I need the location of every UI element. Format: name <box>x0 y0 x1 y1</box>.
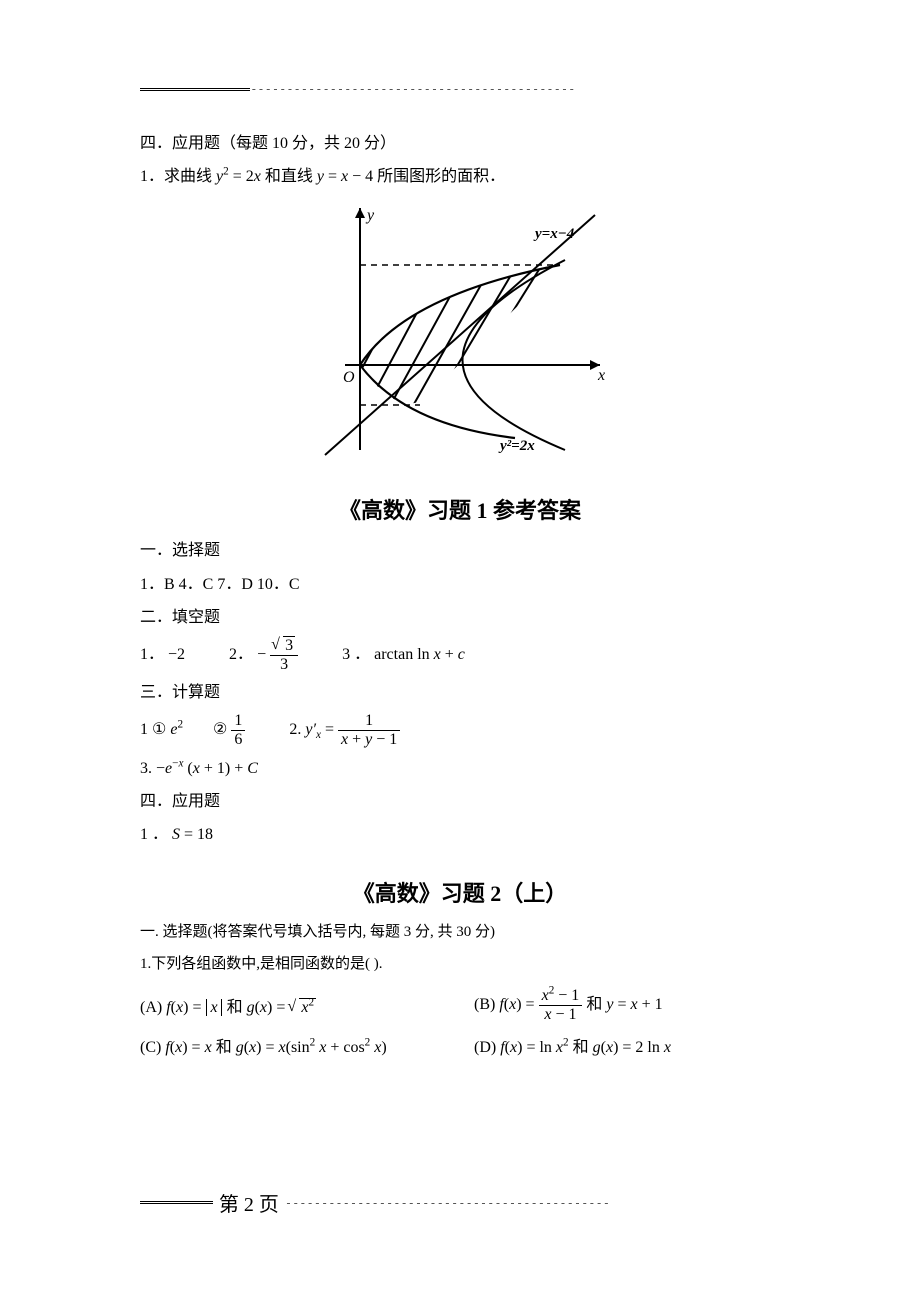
ans1-app1: 1 ． S = 18 <box>140 821 780 848</box>
ans1-h3: 三．计算题 <box>140 679 780 706</box>
opt-a: (A) f(x) = x 和 g(x) = x2 <box>140 993 446 1017</box>
footer-rule: 第 2 页 ----------------------------------… <box>140 1188 780 1217</box>
opt-c: (C) f(x) = x 和 g(x) = x(sin2 x + cos2 x) <box>140 1033 446 1057</box>
figure: y x O y=x−4 y²=2x <box>140 200 780 465</box>
content: 四．应用题（每题 10 分，共 20 分） 1．求曲线 y2 = 2x 和直线 … <box>140 130 780 1057</box>
set2-title: 《高数》习题 2（上） <box>140 876 780 908</box>
sec4-heading: 四．应用题（每题 10 分，共 20 分） <box>140 130 780 157</box>
q1-mid: 和直线 <box>265 168 317 185</box>
f2-label: 2． <box>229 646 253 663</box>
sec4-q1: 1．求曲线 y2 = 2x 和直线 y = x − 4 所围图形的面积． <box>140 163 780 190</box>
y-axis-label: y <box>365 207 375 224</box>
c2-label: 2. <box>289 721 305 738</box>
optD-label: (D) <box>474 1039 500 1056</box>
opt-d: (D) f(x) = ln x2 和 g(x) = 2 ln x <box>474 1033 780 1057</box>
ans1-title-pre: 《高数》习题 <box>339 498 477 523</box>
opt-b: (B) f(x) = x2 − 1 x − 1 和 y = x + 1 <box>474 987 780 1023</box>
footer-dashes: ----------------------------------------… <box>285 1196 610 1210</box>
c1b-den: 6 <box>231 731 245 749</box>
line-label: y=x−4 <box>533 226 575 242</box>
ans1-h1: 一．选择题 <box>140 537 780 564</box>
c1a-label: 1 ① <box>140 721 166 738</box>
optA-label: (A) <box>140 999 166 1016</box>
opt-row-ab: (A) f(x) = x 和 g(x) = x2 (B) f(x) = x2 −… <box>140 987 780 1023</box>
set2-q1: 1.下列各组函数中,是相同函数的是( ). <box>140 952 780 978</box>
optB-label: (B) <box>474 996 499 1013</box>
set2-title-pre: 《高数》习题 <box>353 881 491 906</box>
ans1-fill: 1． −2 2． − 3 3 3 ． arctan ln x + c <box>140 637 780 673</box>
optC-label: (C) <box>140 1039 165 1056</box>
a1-label: 1 ． <box>140 826 172 843</box>
ans1-title-post: 参考答案 <box>488 498 582 523</box>
origin-label: O <box>343 369 355 386</box>
q1-suffix: 所围图形的面积． <box>377 168 505 185</box>
ans1-calc3: 3. −e−x (x + 1) + C <box>140 755 780 782</box>
ans1-title-num: 1 <box>477 498 488 523</box>
ans1-mc: 1．B 4．C 7．D 10．C <box>140 571 780 598</box>
opt-row-cd: (C) f(x) = x 和 g(x) = x(sin2 x + cos2 x)… <box>140 1033 780 1057</box>
header-rule: ----------------------------------------… <box>140 82 780 96</box>
c2-num: 1 <box>338 712 400 731</box>
set2-title-num: 2 <box>490 881 501 906</box>
c1b-label: ② <box>213 721 227 738</box>
ans1-h2: 二．填空题 <box>140 604 780 631</box>
c1b-num: 1 <box>231 712 245 731</box>
set2-h1: 一. 选择题(将答案代号填入括号内, 每题 3 分, 共 30 分) <box>140 920 780 946</box>
f3-label: 3 ． <box>342 646 370 663</box>
header-dashes: ----------------------------------------… <box>250 82 575 96</box>
curve-label: y²=2x <box>498 438 535 454</box>
page: ----------------------------------------… <box>0 0 920 1302</box>
ans1-calc1: 1 ① e2 ② 16 2. y′x = 1x + y − 1 <box>140 712 780 748</box>
set2-title-post: （上） <box>501 881 567 906</box>
x-axis-label: x <box>597 367 605 384</box>
area-figure-svg: y x O y=x−4 y²=2x <box>305 200 615 460</box>
ans1-title: 《高数》习题 1 参考答案 <box>140 493 780 525</box>
page-number: 第 2 页 <box>213 1188 285 1217</box>
ans1-h4: 四．应用题 <box>140 788 780 815</box>
q1-prefix: 1．求曲线 <box>140 168 216 185</box>
f1-label: 1． <box>140 646 164 663</box>
c3-label: 3. <box>140 760 156 777</box>
